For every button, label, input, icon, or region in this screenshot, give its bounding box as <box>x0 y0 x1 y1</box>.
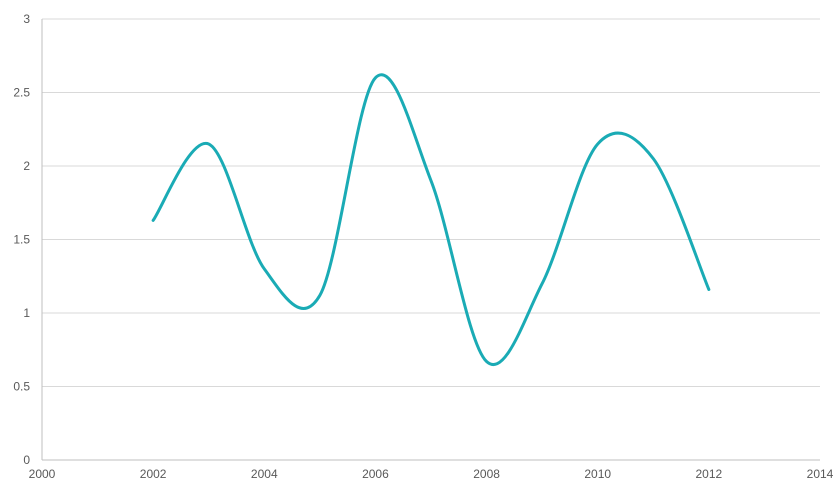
y-tick-label: 2 <box>23 159 30 173</box>
x-tick-label: 2004 <box>251 467 278 481</box>
x-tick-label: 2008 <box>473 467 500 481</box>
x-tick-label: 2010 <box>584 467 611 481</box>
x-tick-label: 2014 <box>807 467 834 481</box>
x-tick-labels: 2000 2002 2004 2006 2008 2010 2012 2014 <box>29 467 834 481</box>
x-tick-label: 2012 <box>696 467 723 481</box>
axes <box>41 19 820 461</box>
y-tick-label: 1 <box>23 306 30 320</box>
series-line <box>151 73 711 366</box>
x-tick-label: 2006 <box>362 467 389 481</box>
y-tick-label: 1.5 <box>13 233 30 247</box>
y-tick-label: 3 <box>23 12 30 26</box>
y-tick-label: 0.5 <box>13 380 30 394</box>
x-tick-label: 2000 <box>29 467 56 481</box>
x-tick-label: 2002 <box>140 467 167 481</box>
y-tick-labels: 0 0.5 1 1.5 2 2.5 3 <box>13 12 30 467</box>
y-tick-label: 0 <box>23 453 30 467</box>
y-tick-label: 2.5 <box>13 86 30 100</box>
series-lines <box>151 73 711 366</box>
grid-lines <box>42 18 820 387</box>
